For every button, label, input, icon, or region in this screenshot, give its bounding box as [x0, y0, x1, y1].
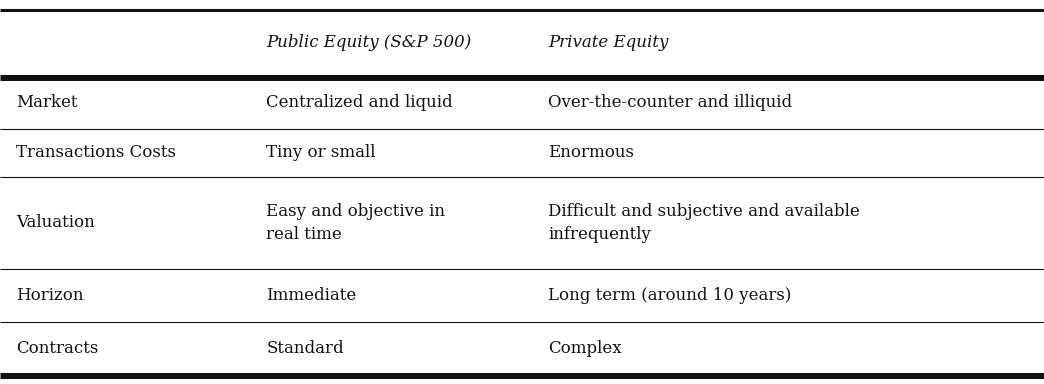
Text: Difficult and subjective and available
infrequently: Difficult and subjective and available i…	[548, 203, 860, 243]
Text: Easy and objective in
real time: Easy and objective in real time	[266, 203, 445, 243]
Text: Tiny or small: Tiny or small	[266, 144, 376, 162]
Text: Immediate: Immediate	[266, 287, 356, 304]
Text: Market: Market	[16, 94, 77, 111]
Text: Enormous: Enormous	[548, 144, 634, 162]
Text: Contracts: Contracts	[16, 339, 98, 356]
Text: Centralized and liquid: Centralized and liquid	[266, 94, 453, 111]
Text: Public Equity (S&P 500): Public Equity (S&P 500)	[266, 34, 472, 51]
Text: Valuation: Valuation	[16, 215, 94, 232]
Text: Standard: Standard	[266, 339, 343, 356]
Text: Private Equity: Private Equity	[548, 34, 668, 51]
Text: Complex: Complex	[548, 339, 622, 356]
Text: Transactions Costs: Transactions Costs	[16, 144, 175, 162]
Text: Long term (around 10 years): Long term (around 10 years)	[548, 287, 791, 304]
Text: Horizon: Horizon	[16, 287, 84, 304]
Text: Over-the-counter and illiquid: Over-the-counter and illiquid	[548, 94, 792, 111]
